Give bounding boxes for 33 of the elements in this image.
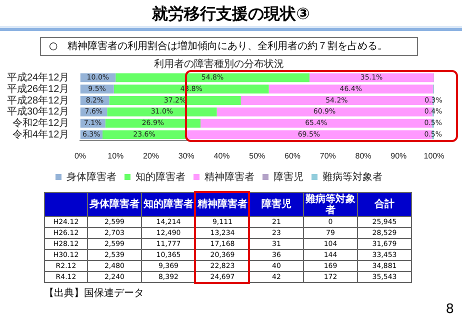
x-tick-label: 70% bbox=[320, 151, 336, 160]
legend-label: 身体障害者 bbox=[66, 170, 116, 183]
x-tick-label: 90% bbox=[390, 151, 407, 160]
legend-label: 難病等対象者 bbox=[322, 170, 382, 183]
legend-label: 知的障害者 bbox=[136, 170, 186, 183]
x-tick-label: 100% bbox=[424, 151, 444, 160]
chart-subtitle: 利用者の障害種別の分布状況 bbox=[154, 58, 284, 70]
category-label: 障害児 bbox=[250, 192, 304, 216]
x-tick-label: 10% bbox=[108, 151, 124, 160]
x-tick-label: 30% bbox=[178, 151, 194, 160]
text: 8 bbox=[446, 302, 454, 317]
x-tick-label: 40% bbox=[214, 151, 230, 160]
y-tick-label: 平成24年12月 bbox=[6, 71, 70, 84]
category-label: 難病等対象者 bbox=[304, 192, 358, 216]
legend-label: 障害児 bbox=[274, 170, 304, 183]
x-tick-label: 60% bbox=[284, 151, 301, 160]
x-tick-label: 80% bbox=[355, 151, 372, 160]
category-label: 合計 bbox=[358, 192, 412, 216]
text: ○ 精神障害者の利用割合は増加傾向にあり、全利用者の約７割を占める。 bbox=[40, 37, 418, 56]
chart-title: 就労移行支援の現状③ bbox=[150, 3, 311, 25]
x-tick-label: 20% bbox=[142, 151, 160, 160]
y-tick-label: 平成28年12月 bbox=[6, 94, 70, 106]
y-tick-label: 平成26年12月 bbox=[6, 82, 70, 95]
text: 【出典】国保連データ bbox=[44, 286, 145, 300]
category-label: 精神障害者 bbox=[196, 192, 250, 216]
category-label: 知的障害者 bbox=[142, 192, 196, 216]
y-tick-label: 平成30年12月 bbox=[6, 106, 70, 118]
y-tick-label: 令和4年12月 bbox=[12, 128, 70, 140]
x-tick-label: 0% bbox=[74, 151, 86, 160]
y-tick-label: 令和2年12月 bbox=[12, 117, 70, 130]
category-label: 身体障害者 bbox=[88, 192, 142, 216]
legend-label: 精神障害者 bbox=[204, 170, 254, 183]
x-tick-label: 50% bbox=[249, 151, 266, 160]
